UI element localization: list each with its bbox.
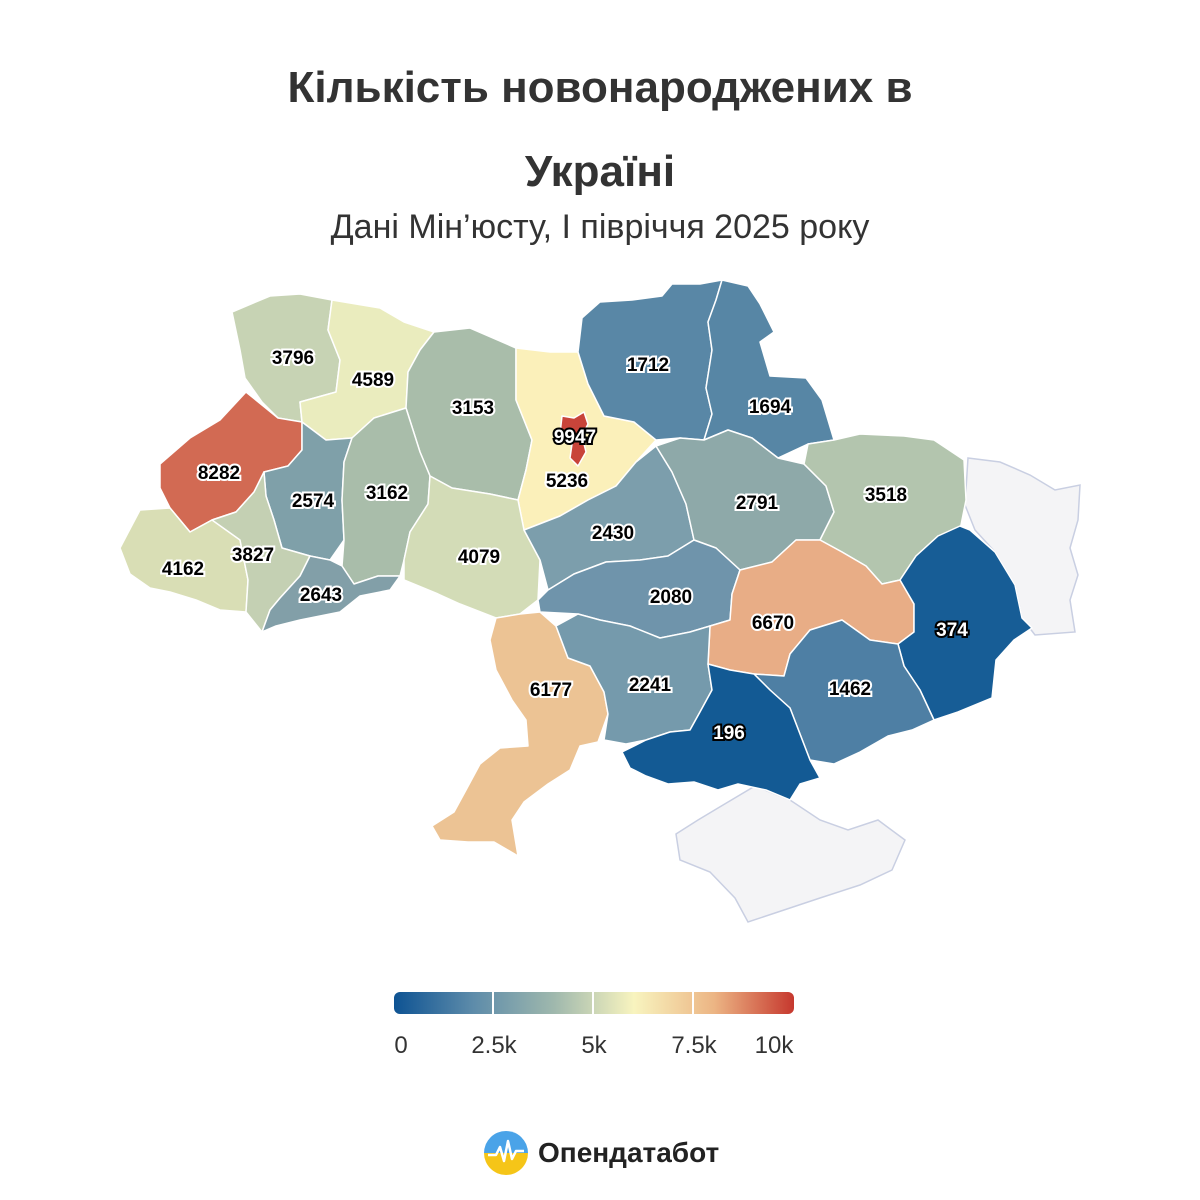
- region-chernivtsi[interactable]: [261, 555, 401, 633]
- value-label-chernivtsi: 2643: [300, 585, 342, 606]
- region-luhansk[interactable]: [964, 457, 1081, 636]
- value-label-lviv: 8282: [198, 463, 240, 484]
- value-label-kyiv-oblast: 5236: [546, 471, 588, 492]
- legend-tick-7-5k: [692, 992, 694, 1014]
- chart-subtitle: Дані Мін’юсту, І півріччя 2025 року: [330, 208, 870, 246]
- legend-tick-5k: [592, 992, 594, 1014]
- opendatabot-logo: Опендатабот: [484, 1130, 719, 1176]
- legend-label-7-5k: 7.5k: [671, 1032, 717, 1059]
- region-sumy[interactable]: [703, 279, 835, 459]
- legend-label-10k: 10k: [754, 1032, 794, 1059]
- value-label-donetsk: 374: [936, 620, 968, 641]
- value-label-volyn: 3796: [272, 348, 314, 369]
- opendatabot-logo-icon: [484, 1131, 528, 1175]
- legend-gradient-bar: [394, 992, 794, 1014]
- value-label-ternopil: 2574: [292, 491, 335, 512]
- value-label-kharkiv: 3518: [865, 485, 907, 506]
- value-label-vinnytsia: 4079: [458, 547, 500, 568]
- value-label-zhytomyr: 3153: [452, 398, 494, 419]
- legend-tick-2-5k: [492, 992, 494, 1014]
- value-label-khmelnytskyi: 3162: [366, 483, 408, 504]
- value-label-kherson: 196: [713, 723, 745, 744]
- region-kyiv-city[interactable]: [559, 411, 589, 467]
- value-label-odesa: 6177: [530, 680, 572, 701]
- value-label-kirovohrad: 2080: [650, 587, 692, 608]
- value-label-sumy: 1694: [749, 397, 792, 418]
- legend-label-2-5k: 2.5k: [471, 1032, 517, 1059]
- value-label-dnipropetrovsk: 6670: [752, 613, 794, 634]
- value-label-zaporizhzhia: 1462: [829, 679, 871, 700]
- value-label-rivne: 4589: [352, 370, 394, 391]
- value-label-mykolaiv: 2241: [629, 675, 672, 696]
- value-label-ivano-frankivsk: 3827: [232, 545, 274, 566]
- region-kherson[interactable]: [621, 663, 821, 801]
- value-label-kyiv-city: 9947: [554, 427, 596, 448]
- legend-label-0: 0: [394, 1032, 408, 1059]
- value-label-zakarpattia: 4162: [162, 559, 204, 580]
- value-label-chernihiv: 1712: [627, 355, 669, 376]
- legend-label-5k: 5k: [581, 1032, 607, 1059]
- chart-title-line2: Україні: [524, 147, 676, 196]
- region-crimea[interactable]: [675, 785, 906, 923]
- value-label-cherkasy: 2430: [592, 523, 634, 544]
- value-label-poltava: 2791: [736, 493, 779, 514]
- opendatabot-logo-text: Опендатабот: [538, 1137, 720, 1168]
- chart-title-line1: Кількість новонароджених в: [287, 63, 913, 112]
- color-legend: [394, 992, 794, 1014]
